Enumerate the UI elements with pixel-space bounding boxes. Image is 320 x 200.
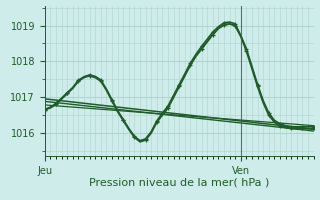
X-axis label: Pression niveau de la mer( hPa ): Pression niveau de la mer( hPa ) (89, 177, 269, 187)
